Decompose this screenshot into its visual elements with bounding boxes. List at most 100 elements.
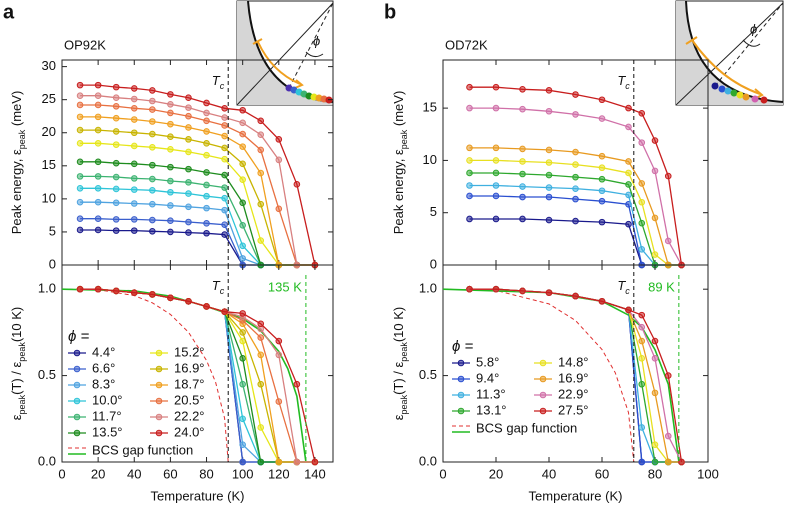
data-point [275,156,283,164]
data-point [598,152,606,160]
data-point [112,173,120,181]
data-point [257,320,265,328]
data-point [221,122,228,129]
data-point [638,311,646,319]
data-point [545,171,553,179]
inset-dot [760,96,768,104]
data-point [112,114,120,122]
inset-diagonal [236,2,334,106]
data-point [625,169,632,177]
tc-label-part: T [212,278,221,293]
data-point [112,128,120,135]
data-point [545,87,553,94]
y-tick-label: 10 [423,152,437,167]
data-point [598,218,606,226]
legend-label: BCS gap function [92,442,193,457]
data-point [638,424,646,431]
data-point [221,155,228,163]
data-point [221,132,228,140]
data-point [76,226,84,234]
tc-label-part: T [617,73,626,88]
data-point [130,175,138,182]
y-tick-label: 0 [430,256,437,271]
data-point [293,380,301,388]
data-point [149,200,156,208]
legend-marker [155,365,163,373]
data-point [221,308,228,315]
data-point [149,291,156,298]
inset-dot [742,93,750,101]
data-point [625,191,632,199]
tc-label-part: T [617,278,626,293]
data-point [239,380,246,388]
data-point [664,372,672,379]
y-axis-label-part: Peak energy, ε [9,149,24,234]
legend-label: 10.0° [92,392,123,407]
data-point [239,415,246,423]
inset-arrowhead [294,79,304,89]
tc-label-part: c [220,286,225,296]
data-point [94,285,102,293]
data-point [221,144,228,152]
x-tick-label: 120 [268,466,290,481]
tc-label: Tc [617,278,630,296]
onset-label: 135 K [268,279,302,294]
data-point [203,229,210,237]
data-point [76,285,84,293]
data-point [598,164,606,172]
data-point [94,126,102,134]
inset-arrow [257,41,301,85]
x-tick-label: 60 [595,466,609,481]
y-axis-label-part: peak [399,129,409,149]
data-point [149,186,156,194]
data-point [275,205,283,213]
data-point [112,227,120,234]
legend-marker [155,413,163,421]
y-axis-label-part: (10 K) [9,307,24,342]
data-point [678,458,685,466]
y-axis-label-part: (meV) [9,91,24,130]
legend-label: 15.2° [174,344,205,359]
y-tick-label: 5 [430,204,437,219]
inset-dot [736,91,744,99]
data-point [76,198,84,206]
data-point [185,297,192,305]
data-point [638,323,646,331]
data-point [185,94,192,101]
tc-label: Tc [617,73,630,91]
y-axis-label-part: (T) / ε [391,361,406,394]
data-point [275,458,283,466]
data-point [76,126,84,134]
data-point [638,246,646,253]
inset-dots [711,82,768,104]
data-point [545,107,553,115]
legend-label: 13.5° [92,424,123,439]
inset-dot [730,89,738,97]
data-point [257,380,265,388]
inset-arrow [691,39,761,95]
data-point [638,110,646,117]
legend-marker [457,391,465,399]
x-tick-label: 40 [542,466,556,481]
data-point [239,222,246,229]
data-point [94,198,102,206]
y-tick-label: 20 [42,124,56,139]
y-axis-label-part: (10 K) [391,307,406,342]
data-point [275,136,283,143]
data-point [203,220,210,227]
data-point [149,161,156,169]
data-point [598,115,606,122]
data-point [492,285,500,293]
legend-title: ϕ = [68,328,90,345]
legend-label: 9.4° [476,370,499,385]
x-tick-label: 0 [439,466,446,481]
inset-arrow-end [685,36,698,45]
legend-label: BCS gap function [476,420,577,435]
data-point [492,182,500,189]
data-point [239,176,246,183]
data-point [275,351,283,359]
data-point [130,95,138,103]
data-point [130,186,138,193]
y-tick-label: 0.0 [38,453,56,468]
data-point [112,199,120,207]
